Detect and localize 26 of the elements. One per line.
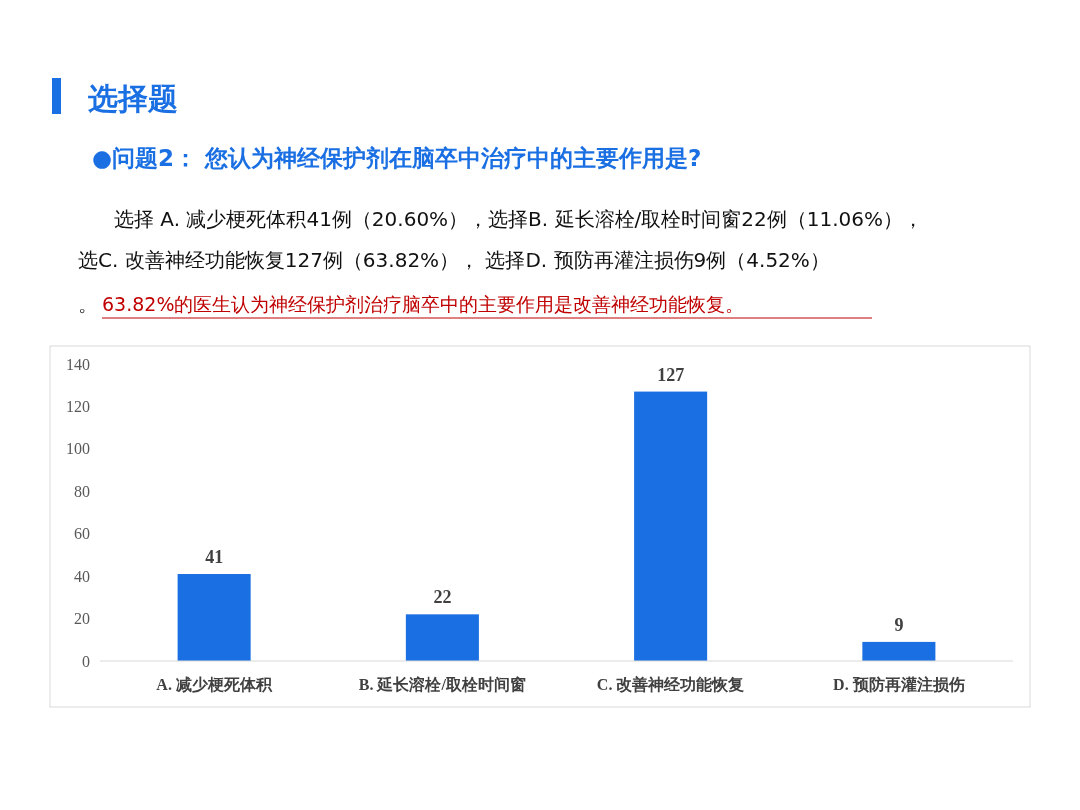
x-tick-label: A. 减少梗死体积 (156, 676, 273, 693)
bar (862, 641, 936, 661)
y-tick-label: 80 (74, 482, 90, 500)
chart-title: 选择题 (87, 81, 178, 116)
x-tick-label: D. 预防再灌注损伤 (833, 676, 965, 693)
y-tick-label: 0 (82, 652, 90, 670)
bar (177, 574, 251, 661)
data-label: 9 (894, 614, 904, 635)
bar (634, 391, 708, 661)
y-tick-label: 20 (74, 610, 90, 628)
chart-subtitle: ●问题2： 您认为神经保护剂在脑卒中治疗中的主要作用是? (92, 145, 702, 171)
x-tick-label: C. 改善神经功能恢复 (596, 675, 745, 693)
y-tick-label: 60 (74, 525, 90, 543)
x-tick-label: B. 延长溶栓/取栓时间窗 (358, 675, 526, 693)
bar (405, 614, 479, 661)
data-label: 22 (433, 587, 452, 608)
y-tick-label: 40 (74, 567, 90, 585)
data-label: 41 (205, 547, 224, 568)
text: 。 (78, 292, 98, 316)
text: 选C. 改善神经功能恢复127例（63.82%）， 选择D. 预防再灌注损伤9例（4.52%） (78, 248, 830, 272)
text: 63.82%的医生认为神经保护剂治疗脑卒中的主要作用是改善神经功能恢复。 (102, 293, 745, 315)
y-tick-label: 100 (66, 440, 90, 458)
data-label: 127 (657, 364, 685, 385)
y-tick-label: 140 (66, 355, 90, 373)
y-tick-label: 120 (66, 398, 90, 416)
text: 选择 A. 减少梗死体积41例（20.60%），选择B. 延长溶栓/取栓时间窗22例（11.06%）， (114, 207, 923, 231)
